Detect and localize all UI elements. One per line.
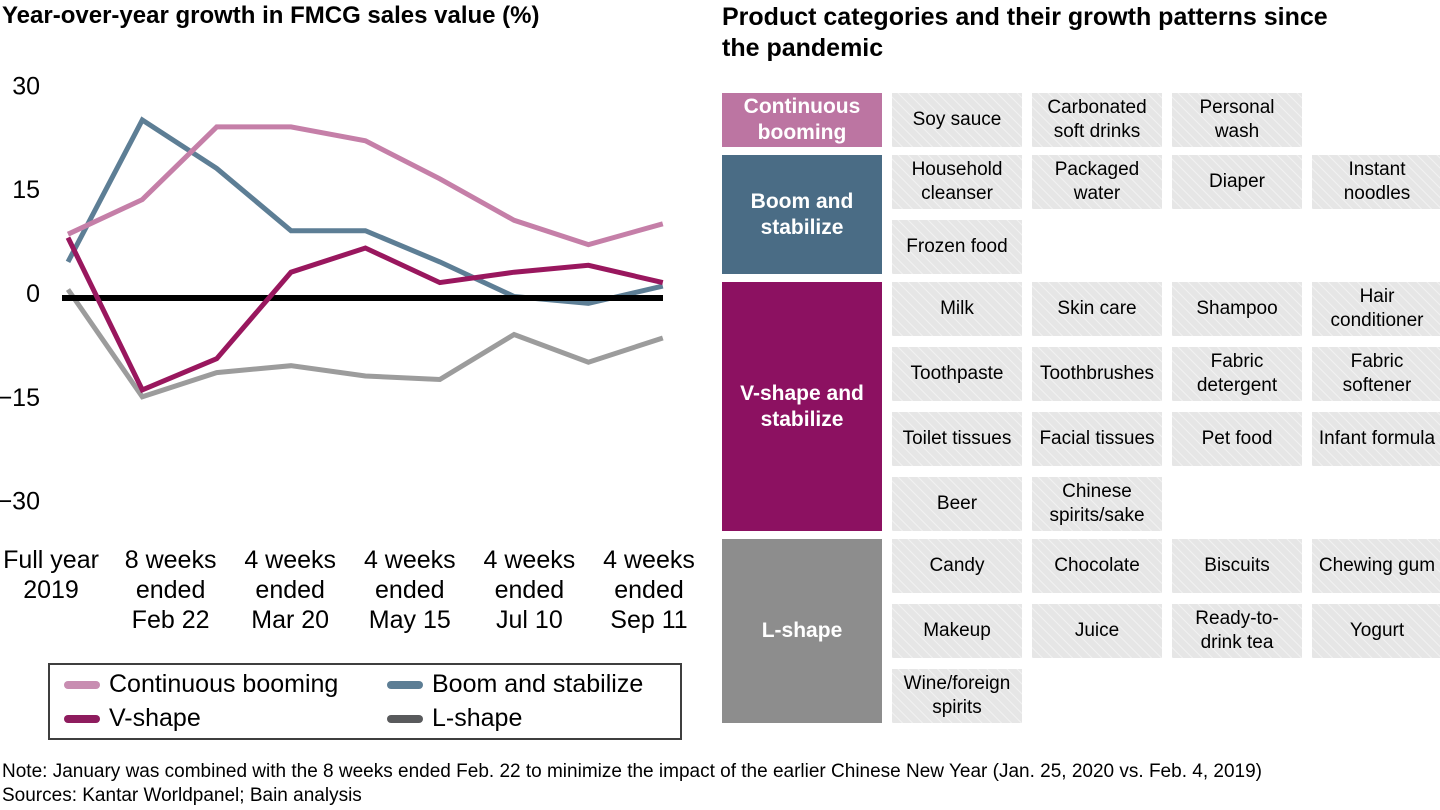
- category-item-fabric-softener: Fabric softener: [1312, 347, 1440, 401]
- footer: Note: January was combined with the 8 we…: [2, 760, 1262, 808]
- category-panel: Product categories and their growth patt…: [722, 2, 1440, 731]
- x-axis-label-line: 8 weeks: [124, 546, 217, 574]
- category-item-toilet-tissues: Toilet tissues: [892, 412, 1022, 466]
- category-item-ready-to-drink-tea: Ready-to-drink tea: [1172, 604, 1302, 658]
- section-l-shape: L-shape Candy Chocolate Biscuits Chewing gum…: [722, 539, 1440, 723]
- category-item-instant-noodles: Instant noodles: [1312, 155, 1440, 209]
- legend-swatch-icon: [64, 680, 100, 689]
- x-axis-label-line: 2019: [23, 576, 79, 604]
- legend-item-l-shape: L-shape: [387, 704, 680, 733]
- category-item-candy: Candy: [892, 539, 1022, 593]
- right-panel-title: Product categories and their growth patt…: [722, 3, 1328, 62]
- legend-label: V-shape: [109, 704, 201, 732]
- y-tick-label-30: −30: [0, 488, 40, 516]
- x-axis-label-line: ended: [614, 576, 684, 604]
- category-item-makeup: Makeup: [892, 604, 1022, 658]
- category-item-beer: Beer: [892, 477, 1022, 531]
- section-continuous-booming: Continuous booming Soy sauce Carbonated so…: [722, 93, 1438, 147]
- section-header-label: V-shape and stabilize: [740, 381, 864, 431]
- x-axis-label-line: Mar 20: [251, 606, 330, 634]
- legend-swatch-icon: [387, 680, 423, 689]
- section-header-boom-and-stabilize: Boom and stabilize: [722, 155, 882, 274]
- x-axis-label-line: Feb 22: [131, 606, 210, 634]
- category-item-wine-foreign-spirits: Wine/​foreign spirits: [892, 669, 1022, 723]
- y-tick-label-15: −15: [0, 384, 40, 412]
- category-item-chewing-gum: Chewing gum: [1312, 539, 1440, 593]
- x-axis-label-4: 4 weeks ended May 15: [364, 545, 456, 635]
- x-axis-label-line: ended: [255, 576, 325, 604]
- category-sections: Continuous booming Soy sauce Carbonated so…: [722, 93, 1440, 723]
- growth-line-chart: 30 15 0 −15 −30: [0, 72, 664, 516]
- left-chart-title: Year-over-year growth in FMCG sales valu…: [2, 2, 540, 29]
- category-item-skin-care: Skin care: [1032, 282, 1162, 336]
- x-axis-label-line: Jul 10: [496, 606, 563, 634]
- category-item-frozen-food: Frozen food: [892, 220, 1022, 274]
- category-item-fabric-detergent: Fabric detergent: [1172, 347, 1302, 401]
- category-item-facial-tissues: Facial tissues: [1032, 412, 1162, 466]
- y-tick-label-30: 30: [12, 72, 40, 100]
- x-axis-label-line: ended: [494, 576, 565, 604]
- section-header-v-shape-and-stabilize: V-shape and stabilize: [722, 282, 882, 531]
- x-axis-label-1: Full year 2019: [3, 545, 99, 605]
- footer-note: Note: January was combined with the 8 we…: [2, 761, 1262, 782]
- legend-label: L-shape: [432, 704, 523, 732]
- x-axis-label-5: 4 weeks ended Jul 10: [484, 545, 576, 635]
- chart-legend: Continuous booming Boom and stabilize V-sh…: [48, 663, 682, 740]
- category-item-household-cleanser: Household cleanser: [892, 155, 1022, 209]
- category-item-milk: Milk: [892, 282, 1022, 336]
- category-item-carbonated-soft-drinks: Carbonated soft drinks: [1032, 93, 1162, 147]
- category-item-toothpaste: Toothpaste: [892, 347, 1022, 401]
- category-item-soy-sauce: Soy sauce: [892, 93, 1022, 147]
- category-item-shampoo: Shampoo: [1172, 282, 1302, 336]
- footer-sources: Sources: Kantar Worldpanel; Bain analysi…: [2, 785, 362, 806]
- x-axis-label-line: 4 weeks: [483, 546, 576, 574]
- x-axis-label-line: 4 weeks: [603, 546, 695, 574]
- x-axis-labels: Full year 2019 8 weeks ended Feb 22 4 weeks en…: [0, 545, 700, 640]
- category-item-chinese-spirits-sake: Chinese spirits/sake: [1032, 477, 1162, 531]
- series-line-boom-and-stabilize: [65, 116, 664, 306]
- section-header-label: L-shape: [761, 619, 843, 642]
- category-item-personal-wash: Personal wash: [1172, 93, 1302, 147]
- y-tick-label-0: 0: [26, 280, 40, 308]
- legend-swatch-icon: [387, 714, 423, 723]
- section-v-shape-and-stabilize: V-shape and stabilize Milk Skin care Shampo…: [722, 282, 1440, 531]
- x-axis-label-6: 4 weeks ended Sep 11: [603, 545, 695, 635]
- legend-swatch-icon: [64, 714, 100, 723]
- series-line-continuous-booming: [66, 124, 664, 248]
- legend-label: Continuous booming: [109, 670, 339, 698]
- x-axis-label-line: 4 weeks: [363, 546, 456, 574]
- section-header-l-shape: L-shape: [722, 539, 882, 723]
- legend-item-v-shape: V-shape: [64, 704, 387, 733]
- category-item-hair-conditioner: Hair conditioner: [1312, 282, 1440, 336]
- section-header-label: Boom and stabilize: [750, 189, 854, 239]
- y-tick-label-15: 15: [12, 176, 40, 204]
- series-line-l-shape: [65, 288, 664, 400]
- x-axis-label-line: ended: [375, 576, 445, 604]
- category-item-packaged-water: Packaged water: [1032, 155, 1162, 209]
- x-axis-label-line: Full year: [3, 546, 99, 574]
- category-item-juice: Juice: [1032, 604, 1162, 658]
- series-line-v-shape: [65, 236, 664, 394]
- x-axis-label-line: ended: [135, 576, 206, 604]
- x-axis-label-2: 8 weeks ended Feb 22: [125, 545, 217, 635]
- section-header-label: Continuous booming: [743, 95, 861, 144]
- legend-label: Boom and stabilize: [432, 670, 644, 698]
- x-axis-label-line: 4 weeks: [244, 546, 337, 574]
- x-axis-label-3: 4 weeks ended Mar 20: [244, 545, 336, 635]
- x-axis-label-line: May 15: [368, 606, 451, 634]
- category-item-pet-food: Pet food: [1172, 412, 1302, 466]
- x-axis-label-line: Sep 11: [610, 606, 688, 634]
- legend-item-continuous-booming: Continuous booming: [64, 670, 387, 699]
- category-item-diaper: Diaper: [1172, 155, 1302, 209]
- category-item-yogurt: Yogurt: [1312, 604, 1440, 658]
- section-header-continuous-booming: Continuous booming: [722, 93, 882, 147]
- category-item-toothbrushes: Toothbrushes: [1032, 347, 1162, 401]
- category-item-infant-formula: Infant formula: [1312, 412, 1440, 466]
- category-item-biscuits: Biscuits: [1172, 539, 1302, 593]
- section-boom-and-stabilize: Boom and stabilize Household cleanser Pack…: [722, 155, 1440, 274]
- legend-item-boom-and-stabilize: Boom and stabilize: [387, 670, 680, 699]
- category-item-chocolate: Chocolate: [1032, 539, 1162, 593]
